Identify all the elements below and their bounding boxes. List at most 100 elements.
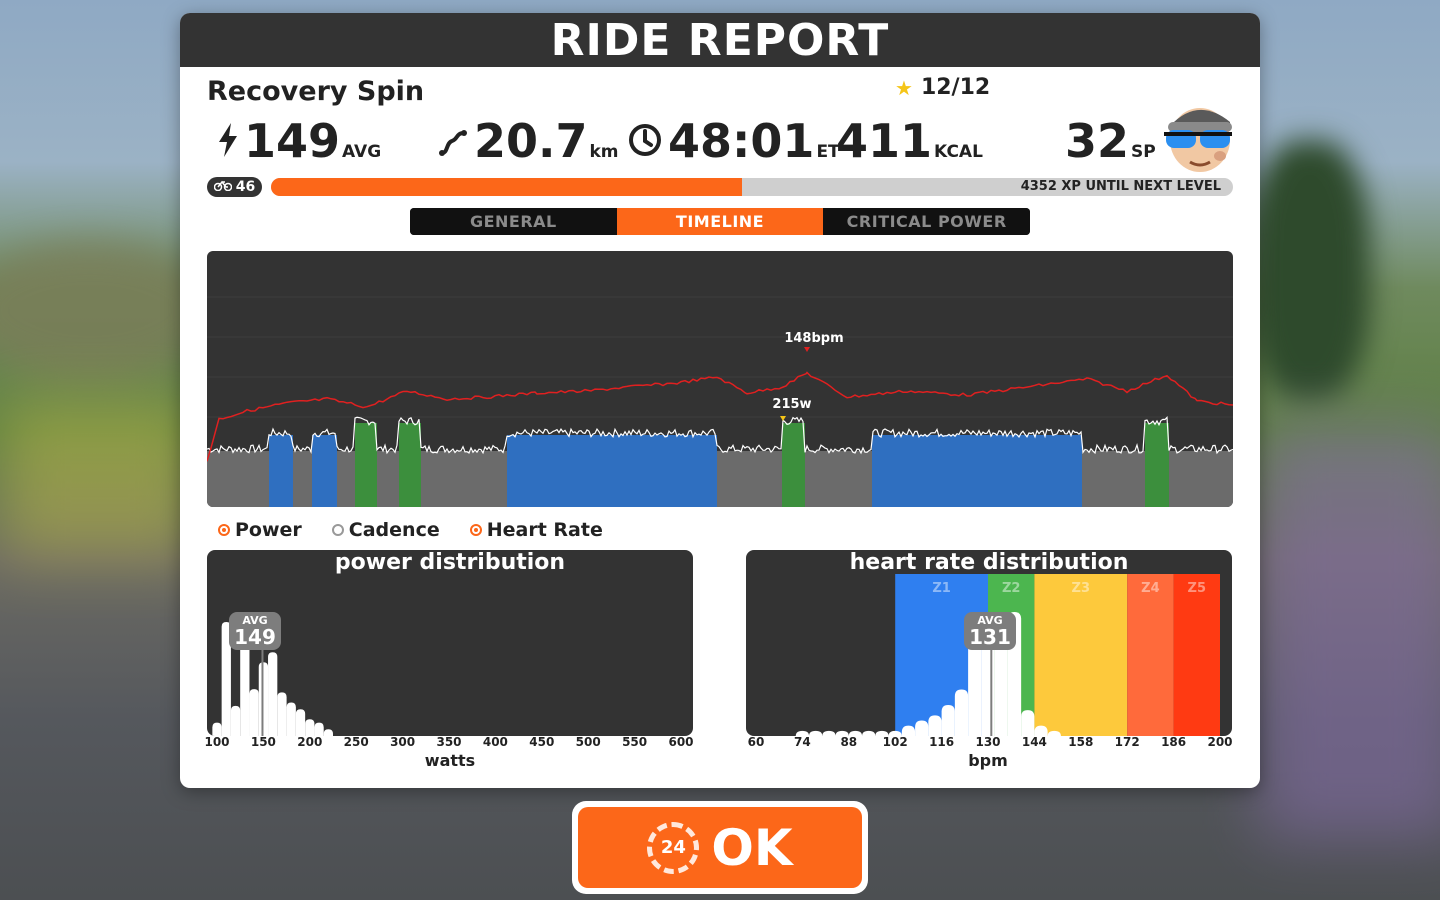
stat-time-unit: ET <box>816 142 840 162</box>
axis-tick-label: 400 <box>482 735 508 749</box>
distribution-bar <box>795 730 810 736</box>
tab-timeline[interactable]: TIMELINE <box>616 208 824 235</box>
heart-rate-distribution-svg: Z1 Z2 Z3 Z4 Z5 <box>795 574 1220 736</box>
star-count: ★ 12/12 <box>895 75 990 100</box>
stats-row: 149 AVG 20.7 km 48:01 ET 411 KCAL 32 SP <box>180 116 1260 176</box>
distribution-bar <box>1034 725 1048 736</box>
ok-button-face[interactable]: 24 OK <box>578 807 862 888</box>
zone-band-z5 <box>1173 574 1220 736</box>
heart-rate-avg-label: AVG <box>977 614 1003 627</box>
legend-cadence[interactable]: Cadence <box>331 519 440 541</box>
distribution-bar <box>277 692 287 736</box>
power-avg-value: 149 <box>234 625 276 649</box>
zone-label-z2: Z2 <box>1002 581 1020 596</box>
distribution-bar <box>314 722 324 736</box>
power-toggle-icon <box>218 524 230 536</box>
stat-distance: 20.7 km <box>438 116 619 166</box>
heart-rate-avg-badge: AVG 131 <box>964 612 1016 650</box>
zone-band-z4 <box>1127 574 1174 736</box>
distribution-bar <box>915 720 929 736</box>
legend-heart-rate-label: Heart Rate <box>486 519 603 541</box>
axis-tick-label: 172 <box>1114 735 1140 749</box>
timeline-zone-blue <box>312 435 337 507</box>
hr-peak-marker <box>804 347 810 352</box>
heart-rate-avg-value: 131 <box>969 625 1011 649</box>
legend-power[interactable]: Power <box>218 519 302 541</box>
stat-calories: 411 KCAL <box>836 116 983 166</box>
axis-tick-label: 200 <box>297 735 323 749</box>
clock-icon <box>628 123 662 165</box>
distribution-bar <box>221 622 231 736</box>
timeline-zone-gray <box>717 451 782 507</box>
distribution-bar <box>1047 730 1061 736</box>
tab-general[interactable]: GENERAL <box>410 208 617 235</box>
heart-rate-axis-unit: bpm <box>968 751 1008 770</box>
timeline-zone-green <box>782 423 805 507</box>
timeline-zone-gray <box>805 451 872 507</box>
axis-tick-label: 74 <box>794 735 811 749</box>
report-tabs: GENERAL TIMELINE CRITICAL POWER <box>410 208 1030 235</box>
route-icon <box>438 129 468 165</box>
timeline-zone-green <box>1145 423 1169 507</box>
tab-critical-power[interactable]: CRITICAL POWER <box>823 208 1030 235</box>
ok-button[interactable]: 24 OK <box>572 801 868 894</box>
legend-cadence-label: Cadence <box>348 519 440 541</box>
stat-power: 149 AVG <box>218 116 381 166</box>
stat-time-value: 48:01 <box>668 114 815 168</box>
legend-heart-rate[interactable]: Heart Rate <box>469 519 603 541</box>
ride-name: Recovery Spin <box>207 76 425 107</box>
distribution-bar <box>968 632 982 736</box>
timeline-chart: 148bpm 215w <box>207 251 1233 507</box>
level-value: 46 <box>235 179 256 195</box>
power-avg-label: AVG <box>242 614 268 627</box>
stat-time: 48:01 ET <box>628 116 840 166</box>
level-progress: 46 4352 XP UNTIL NEXT LEVEL <box>207 177 1233 197</box>
xp-progress-bar: 4352 XP UNTIL NEXT LEVEL <box>271 178 1233 196</box>
panel-header: RIDE REPORT <box>180 13 1260 67</box>
countdown-timer-icon: 24 <box>647 821 700 874</box>
star-count-label: 12/12 <box>920 75 991 100</box>
axis-tick-label: 102 <box>882 735 908 749</box>
power-avg-badge: AVG 149 <box>229 612 281 650</box>
distribution-bar <box>809 730 823 736</box>
xp-progress-fill <box>271 178 743 196</box>
axis-tick-label: 550 <box>622 735 648 749</box>
background-meadow <box>0 400 200 560</box>
background-flowers <box>1260 420 1440 840</box>
distribution-bar <box>212 722 222 736</box>
distribution-bar <box>994 627 1008 736</box>
timeline-zone-blue <box>507 435 717 507</box>
timeline-zone-green <box>399 423 421 507</box>
axis-tick-label: 144 <box>1021 735 1047 749</box>
stat-sport-points-value: 32 <box>1065 114 1130 168</box>
hr-peak-label: 148bpm <box>784 331 843 346</box>
ride-report-panel: RIDE REPORT Recovery Spin ★ 12/12 149 AV… <box>180 13 1260 788</box>
timeline-zone-green <box>355 423 377 507</box>
axis-tick-label: 300 <box>390 735 416 749</box>
power-peak-label: 215w <box>772 397 811 412</box>
zone-label-z4: Z4 <box>1141 581 1159 596</box>
distribution-bar <box>822 730 836 736</box>
timeline-svg: 148bpm 215w <box>207 296 1233 507</box>
distribution-bar <box>249 689 259 736</box>
background-tree <box>1250 140 1370 400</box>
axis-tick-label: 250 <box>343 735 369 749</box>
axis-tick-label: 450 <box>529 735 555 749</box>
power-distribution-title: power distribution <box>334 550 566 575</box>
zone-band-z3 <box>1034 574 1128 736</box>
axis-tick-label: 500 <box>575 735 601 749</box>
timeline-zone-gray <box>1169 451 1233 507</box>
chart-legend: Power Cadence Heart Rate <box>218 519 603 541</box>
page-title: RIDE REPORT <box>550 14 890 66</box>
axis-tick-label: 116 <box>929 735 955 749</box>
heart-rate-toggle-icon <box>469 524 482 536</box>
lightning-icon <box>218 123 238 165</box>
stat-distance-unit: km <box>589 142 619 162</box>
zone-label-z1: Z1 <box>932 581 950 596</box>
star-icon: ★ <box>895 75 913 100</box>
distribution-bar <box>305 719 315 736</box>
level-badge: 46 <box>207 177 262 197</box>
axis-tick-label: 350 <box>436 735 462 749</box>
stat-calories-unit: KCAL <box>934 142 983 162</box>
distribution-bar <box>941 705 955 736</box>
